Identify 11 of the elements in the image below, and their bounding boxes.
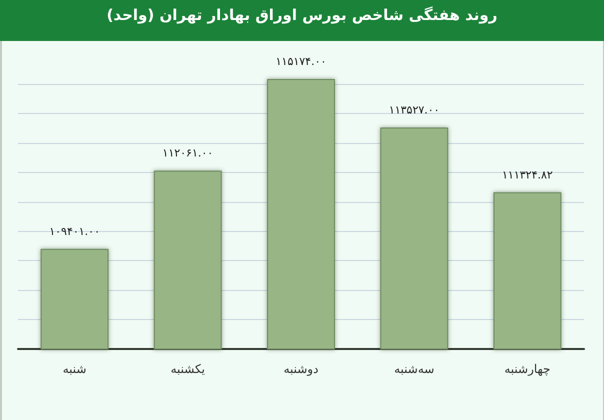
x-tick-label: چهارشنبه (504, 362, 550, 376)
x-tick-label: شنبه (62, 362, 86, 376)
chart-title: روند هفتگی شاخص بورس اوراق بهادار تهران (واحد) (0, 0, 604, 41)
data-label: ۱۱۱۳۲۴.۸۲ (502, 168, 553, 182)
data-label: ۱۱۲۰۶۱.۰۰ (162, 146, 214, 160)
x-tick-label: دوشنبه (284, 362, 318, 376)
x-tick-label: سه‌شنبه (394, 362, 434, 376)
data-label: ۱۱۳۵۲۷.۰۰ (388, 103, 440, 116)
data-label: ۱۱۵۱۷۴.۰۰ (276, 55, 326, 68)
data-label: ۱۰۹۴۰۱.۰۰ (49, 224, 100, 238)
x-tick-label: یکشنبه (170, 362, 205, 376)
